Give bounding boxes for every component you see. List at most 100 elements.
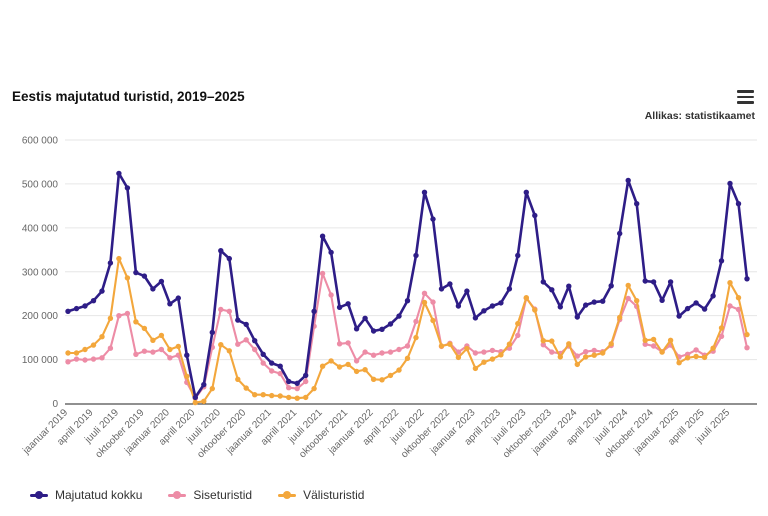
series-point — [404, 343, 411, 349]
series-point — [167, 355, 173, 361]
series-point — [379, 377, 385, 383]
series-point — [667, 279, 674, 285]
series-point — [591, 299, 597, 305]
legend-item-siseturistid[interactable]: Siseturistid — [168, 488, 252, 502]
y-axis-label: 100 000 — [22, 355, 59, 366]
series-point — [472, 365, 479, 372]
series-point — [667, 337, 674, 343]
series-point — [218, 342, 224, 348]
series-point — [226, 255, 232, 262]
series-point — [472, 315, 479, 321]
series-point — [718, 258, 725, 264]
series-point — [549, 349, 555, 355]
series-point — [158, 332, 165, 339]
series-point — [506, 286, 513, 292]
series-point — [294, 395, 300, 401]
series-point — [235, 376, 241, 382]
series-point — [557, 304, 563, 310]
series-point — [99, 334, 105, 340]
context-menu-button[interactable] — [737, 90, 754, 104]
series-marker-icon — [278, 491, 297, 500]
y-axis-label: 600 000 — [22, 136, 59, 147]
series-point — [201, 381, 207, 388]
series-point — [625, 282, 631, 289]
series-point — [600, 298, 606, 304]
series-point — [574, 361, 580, 368]
series-point — [676, 360, 682, 366]
source-credit: Allikas: statistikaamet — [644, 110, 755, 122]
series-point — [413, 252, 419, 259]
series-point — [370, 328, 377, 334]
series-point — [303, 372, 309, 379]
series-point — [328, 358, 334, 364]
series-point — [464, 288, 470, 294]
y-axis-label: 200 000 — [22, 311, 59, 322]
series-point — [438, 343, 445, 349]
series-point — [710, 345, 716, 351]
legend: Majutatud kokku Siseturistid Välisturist… — [30, 488, 364, 502]
series-point — [260, 351, 266, 357]
series-point — [710, 293, 716, 299]
series-point — [523, 189, 529, 195]
legend-label: Majutatud kokku — [55, 488, 143, 502]
series-point — [82, 346, 88, 353]
series-point — [634, 298, 640, 304]
series-point — [727, 280, 733, 286]
y-axis-label: 400 000 — [22, 223, 59, 234]
series-point — [150, 349, 156, 355]
series-point — [693, 347, 699, 353]
series-point — [396, 313, 402, 319]
series-point — [438, 286, 445, 292]
series-point — [353, 326, 360, 332]
series-point — [99, 288, 105, 294]
series-point — [532, 212, 538, 219]
series-point — [566, 341, 572, 347]
series-point — [515, 332, 521, 339]
series-point — [226, 348, 232, 354]
series-point — [107, 315, 114, 321]
series-point — [209, 329, 215, 336]
series-point — [90, 298, 97, 304]
series-point — [73, 350, 80, 356]
series-point — [175, 295, 181, 301]
series-point — [549, 287, 555, 293]
series-point — [133, 269, 139, 276]
series-point — [116, 313, 122, 319]
series-point — [718, 325, 725, 331]
series-point — [192, 399, 198, 406]
series-point — [650, 279, 657, 285]
series-point — [498, 300, 504, 306]
y-axis-label: 0 — [52, 399, 58, 410]
series-point — [286, 378, 292, 385]
series-point — [421, 189, 428, 195]
series-point — [90, 342, 97, 348]
legend-item-majutatud-kokku[interactable]: Majutatud kokku — [30, 488, 142, 502]
series-point — [617, 314, 623, 321]
series-point — [218, 248, 224, 254]
series-point — [421, 290, 428, 296]
series-point — [65, 350, 71, 356]
legend-item-valisturistid[interactable]: Välisturistid — [278, 488, 364, 502]
series-point — [472, 350, 479, 356]
series-point — [158, 346, 165, 353]
series-point — [727, 303, 733, 309]
series-point — [277, 370, 283, 377]
series-point — [566, 283, 572, 289]
series-point — [345, 301, 351, 307]
series-point — [659, 297, 665, 303]
series-point — [303, 378, 309, 385]
series-point — [328, 292, 334, 298]
series-point — [141, 325, 148, 332]
series-point — [684, 355, 691, 361]
series-point — [353, 368, 360, 375]
series-point — [209, 385, 215, 392]
series-point — [201, 398, 207, 404]
hamburger-icon — [737, 95, 754, 99]
y-axis-label: 500 000 — [22, 179, 59, 190]
series-point — [353, 358, 360, 364]
series-point — [175, 343, 181, 350]
series-point — [396, 367, 402, 373]
series-point — [489, 347, 496, 354]
